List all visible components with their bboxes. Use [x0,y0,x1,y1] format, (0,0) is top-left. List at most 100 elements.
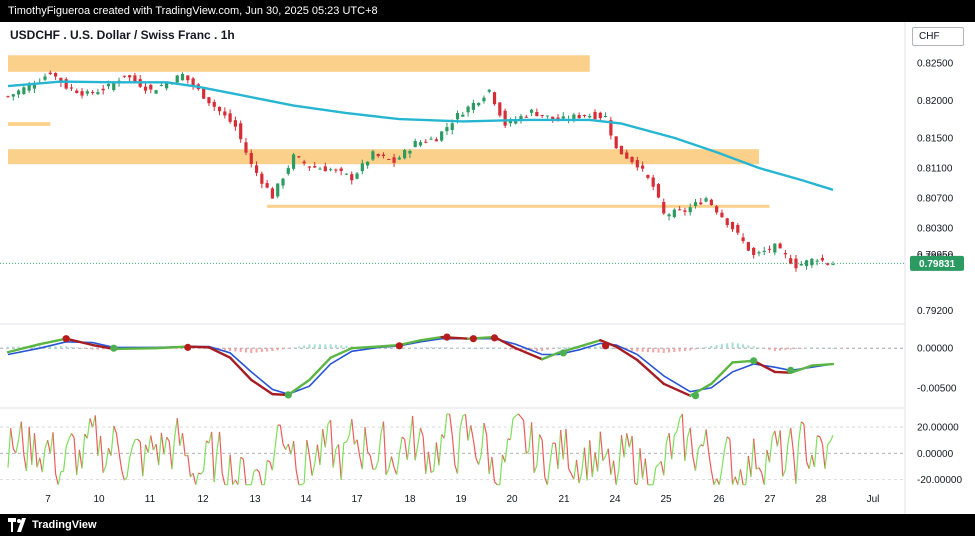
macd-cross-dot [184,343,192,351]
oscillator-segment [269,461,273,471]
candle-body [445,127,449,132]
macd-histogram-bar [33,345,36,349]
oscillator-segment [684,437,689,462]
candle-body [96,92,100,95]
oscillator-segment [10,428,14,449]
oscillator-segment [31,433,36,465]
oscillator-segment [753,438,757,470]
candle-body [804,260,809,267]
oscillator-segment [708,452,712,471]
macd-histogram-bar [726,343,729,349]
candle-body [614,136,618,149]
macd-histogram-bar [276,348,279,351]
oscillator-segment [33,433,38,468]
candle-body [344,173,349,175]
candle-body [789,258,793,264]
candle-body [64,79,68,89]
macd-histogram-bar [646,348,649,353]
candle-body [455,113,460,120]
candle-body [212,101,216,107]
x-tick-label: 19 [455,494,467,505]
candle-body [318,168,322,170]
candle-body [630,156,634,163]
price-axis[interactable]: 0.82500 0.82000 0.81500 0.81100 0.80700 0.803… [910,58,964,486]
oscillator-segment [364,427,369,452]
time-axis[interactable]: 7 10 11 12 13 14 17 18 19 20 21 24 25 26 27 28 Jul [45,494,879,505]
oscillator-segment [816,435,820,438]
macd-histogram-bar [779,348,782,351]
oscillator-segment [618,435,623,470]
oscillator-segment [137,438,141,443]
oscillator-segment [819,436,823,444]
macd-histogram-bar [736,343,739,349]
oscillator-segment [139,441,144,477]
macd-line-segment [112,346,158,351]
candle-body [339,168,343,171]
oscillator-segment [166,436,170,442]
candle-body [598,112,602,119]
macd-histogram-bar [546,348,549,350]
candle-body [540,114,544,116]
macd-histogram-bar [773,348,776,352]
macd-histogram-bar [461,347,464,349]
macd-histogram-bar [477,347,480,349]
macd-histogram-bar [821,347,824,349]
macd-line-segment [287,378,311,397]
oscillator-segment [287,443,292,455]
oscillator-segment [314,444,318,464]
candle-body [736,225,740,233]
oscillator-segment [49,432,54,454]
y-tick-label: 0.81100 [917,163,953,174]
oscillator-segment [367,451,371,456]
oscillator-segment [279,425,284,444]
oscillator-segment [758,467,763,473]
macd-histogram-bar [509,348,512,350]
oscillator-segment [747,455,752,478]
oscillator-segment [25,426,30,471]
oscillator-segment [113,425,117,434]
oscillator-segment [316,444,321,466]
macd-histogram-bar [789,348,792,350]
oscillator-segment [464,414,469,441]
oscillator-segment [676,418,681,432]
currency-button[interactable]: CHF [912,27,964,46]
macd-histogram-bar [609,348,612,349]
oscillator-segment [44,440,49,449]
oscillator-segment [568,468,572,474]
candle-body [323,166,327,172]
candle-body [207,97,211,104]
candle-body [704,198,708,202]
macd-histogram-bar [440,347,443,349]
macd-histogram-bar [683,348,686,352]
oscillator-segment [263,460,268,485]
oscillator-segment [768,437,773,463]
oscillator-segment [404,439,408,460]
macd-cross-dot [469,335,477,343]
oscillator-segment [560,430,564,460]
macd-line-segment [577,339,602,348]
macd-histogram-bar [636,348,639,352]
candle-body [471,102,475,110]
oscillator-segment [731,476,736,485]
chart-canvas[interactable]: 0.82500 0.82000 0.81500 0.81100 0.80700 0.803… [0,22,975,514]
oscillator-segment [343,441,347,444]
oscillator-segment [681,413,686,461]
macd-histogram-bar [678,348,681,352]
oscillator-segment [17,421,22,440]
oscillator-segment [198,472,202,475]
macd-histogram-bar [567,346,570,349]
candle-body [641,165,645,169]
oscillator-segment [499,454,504,485]
oscillator-segment [607,448,612,475]
candle-body [535,111,539,117]
macd-histogram-bar [17,346,20,349]
macd-histogram-bar [562,346,565,349]
x-tick-label: 14 [300,494,312,505]
oscillator-segment [642,458,646,479]
oscillator-segment [515,413,519,417]
oscillator-segment [470,425,474,440]
candle-body [392,157,396,163]
oscillator-segment [28,426,33,465]
oscillator-segment [160,432,165,455]
oscillator-segment [491,456,496,482]
